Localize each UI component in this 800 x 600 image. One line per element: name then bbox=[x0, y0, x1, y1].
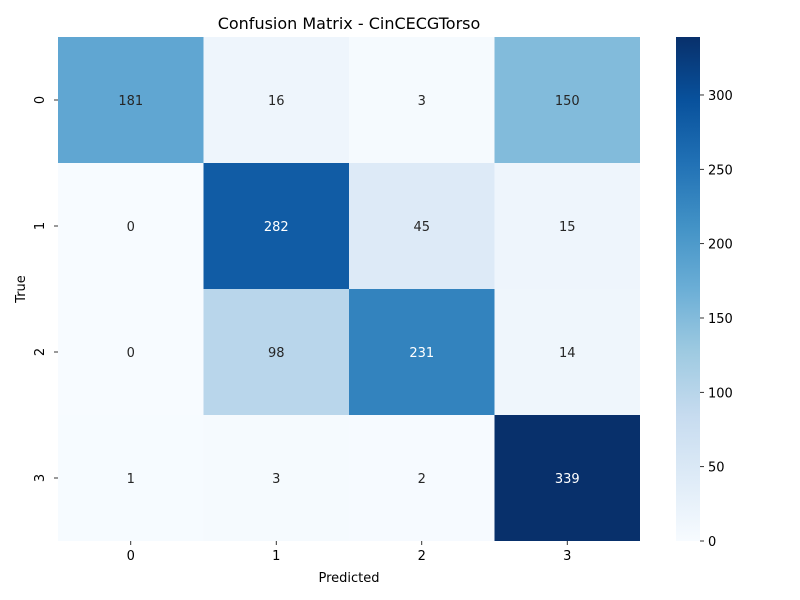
x-axis-label: Predicted bbox=[318, 571, 379, 586]
y-tick-label: 0 bbox=[33, 96, 48, 104]
cell-value-label: 3 bbox=[272, 472, 280, 487]
chart-title: Confusion Matrix - CinCECGTorso bbox=[218, 14, 481, 33]
y-tick-label: 2 bbox=[33, 348, 48, 356]
colorbar-tick-label: 0 bbox=[708, 535, 716, 550]
heatmap-cell-3-1 bbox=[203, 415, 349, 541]
heatmap-cell-2-1 bbox=[203, 289, 349, 415]
colorbar-tick-label: 100 bbox=[708, 386, 733, 401]
x-tick-label: 0 bbox=[127, 549, 135, 564]
colorbar-tick-label: 300 bbox=[708, 89, 733, 104]
y-axis-label: True bbox=[14, 275, 29, 304]
cell-value-label: 45 bbox=[413, 220, 430, 235]
colorbar-ticks: 0 50 100 150 200 250 300 bbox=[700, 89, 733, 550]
heatmap-cell-3-0 bbox=[58, 415, 204, 541]
cell-value-label: 16 bbox=[268, 94, 285, 109]
x-axis-ticks: 0 1 2 3 bbox=[127, 541, 571, 564]
cell-value-label: 1 bbox=[127, 472, 135, 487]
cell-value-label: 2 bbox=[418, 472, 426, 487]
x-tick-label: 3 bbox=[563, 549, 571, 564]
heatmap-cell-1-2 bbox=[349, 163, 495, 289]
y-axis-ticks: 0 1 2 3 bbox=[33, 96, 58, 482]
heatmap-cell-2-0 bbox=[58, 289, 204, 415]
cell-value-label: 339 bbox=[555, 472, 580, 487]
cell-value-label: 3 bbox=[418, 94, 426, 109]
heatmap-cell-1-0 bbox=[58, 163, 204, 289]
cell-value-label: 150 bbox=[555, 94, 580, 109]
heatmap-cell-1-1 bbox=[203, 163, 349, 289]
heatmap-cell-0-2 bbox=[349, 37, 495, 163]
heatmap-cell-2-3 bbox=[494, 289, 640, 415]
colorbar-tick-label: 150 bbox=[708, 312, 733, 327]
heatmap-cell-0-3 bbox=[494, 37, 640, 163]
cell-value-label: 15 bbox=[559, 220, 576, 235]
colorbar-tick-label: 250 bbox=[708, 163, 733, 178]
heatmap-cell-3-2 bbox=[349, 415, 495, 541]
cell-value-label: 14 bbox=[559, 346, 576, 361]
cell-value-label: 0 bbox=[127, 346, 135, 361]
heatmap-cell-0-1 bbox=[203, 37, 349, 163]
y-tick-label: 3 bbox=[33, 474, 48, 482]
x-tick-label: 1 bbox=[272, 549, 280, 564]
heatmap-cell-0-0 bbox=[58, 37, 204, 163]
colorbar bbox=[676, 37, 700, 541]
heatmap-cell-3-3 bbox=[494, 415, 640, 541]
colorbar-tick-label: 200 bbox=[708, 238, 733, 253]
y-tick-label: 1 bbox=[33, 222, 48, 230]
x-tick-label: 2 bbox=[418, 549, 426, 564]
cell-value-label: 0 bbox=[127, 220, 135, 235]
cell-value-label: 282 bbox=[264, 220, 289, 235]
cell-value-label: 181 bbox=[118, 94, 143, 109]
colorbar-tick-label: 50 bbox=[708, 461, 725, 476]
heatmap-cell-2-2 bbox=[349, 289, 495, 415]
cell-value-label: 98 bbox=[268, 346, 285, 361]
cell-value-label: 231 bbox=[409, 346, 434, 361]
heatmap-cell-1-3 bbox=[494, 163, 640, 289]
